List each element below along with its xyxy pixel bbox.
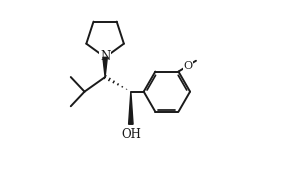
Text: N: N (100, 51, 110, 63)
Polygon shape (103, 57, 107, 77)
Text: OH: OH (121, 128, 141, 141)
Polygon shape (129, 92, 133, 124)
Text: O: O (183, 61, 193, 71)
